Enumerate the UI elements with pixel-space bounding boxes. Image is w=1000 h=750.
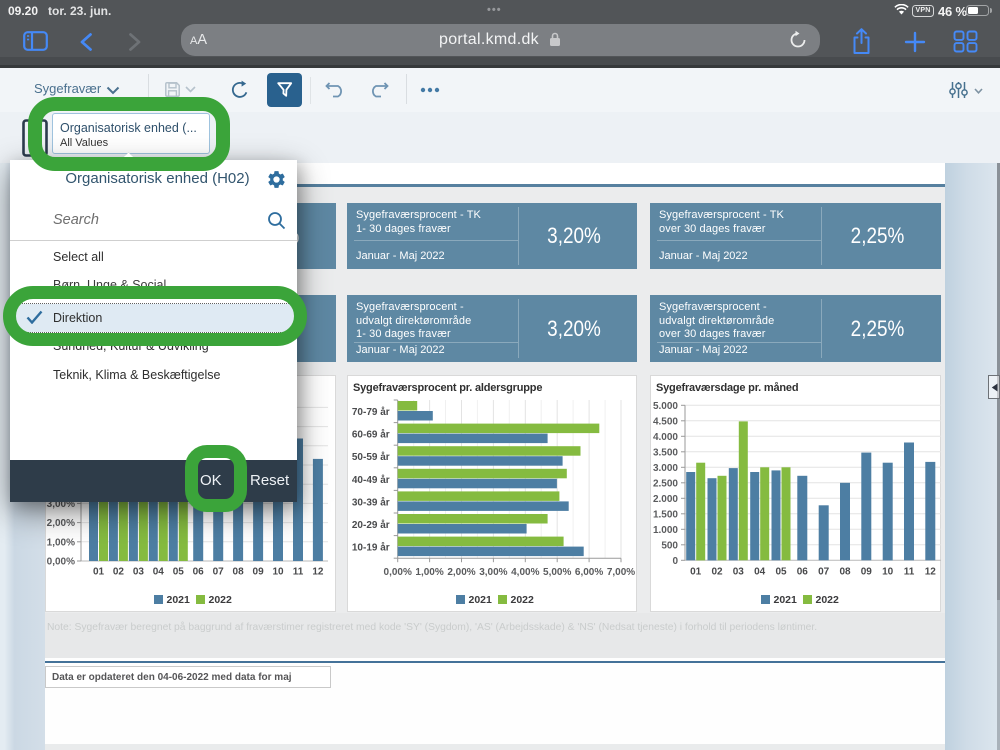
svg-text:0: 0 (672, 556, 678, 567)
svg-text:03: 03 (133, 567, 145, 578)
svg-text:3.500: 3.500 (653, 447, 678, 458)
svg-text:07: 07 (818, 567, 830, 578)
svg-text:06: 06 (797, 567, 809, 578)
svg-text:05: 05 (173, 567, 185, 578)
svg-text:10: 10 (882, 567, 894, 578)
svg-text:2021: 2021 (469, 594, 493, 606)
svg-text:09: 09 (253, 567, 265, 578)
svg-text:0,00%: 0,00% (47, 557, 75, 568)
svg-text:2,00%: 2,00% (447, 567, 475, 578)
svg-text:08: 08 (233, 567, 245, 578)
svg-text:2022: 2022 (209, 594, 233, 606)
svg-text:01: 01 (690, 567, 702, 578)
svg-text:4.500: 4.500 (653, 416, 678, 427)
svg-text:1,00%: 1,00% (47, 537, 75, 548)
svg-text:4.000: 4.000 (653, 432, 678, 443)
svg-text:2021: 2021 (167, 594, 191, 606)
svg-text:02: 02 (113, 567, 125, 578)
svg-text:4,00%: 4,00% (511, 567, 539, 578)
svg-text:2.000: 2.000 (653, 494, 678, 505)
svg-text:2.500: 2.500 (653, 478, 678, 489)
svg-text:10-19 år: 10-19 år (352, 542, 390, 554)
svg-text:04: 04 (754, 567, 766, 578)
svg-text:04: 04 (153, 567, 165, 578)
svg-text:2022: 2022 (816, 594, 840, 606)
svg-text:3.000: 3.000 (653, 463, 678, 474)
svg-text:07: 07 (213, 567, 225, 578)
svg-text:40-49 år: 40-49 år (352, 474, 390, 486)
svg-text:5.000: 5.000 (653, 401, 678, 412)
svg-text:3,00%: 3,00% (47, 499, 75, 510)
svg-text:08: 08 (839, 567, 851, 578)
svg-text:Sygefraværsprocent pr. aldersg: Sygefraværsprocent pr. aldersgruppe (353, 382, 542, 394)
svg-text:01: 01 (93, 567, 105, 578)
svg-text:05: 05 (775, 567, 787, 578)
svg-text:09: 09 (861, 567, 873, 578)
svg-text:11: 11 (904, 567, 915, 578)
svg-text:2021: 2021 (774, 594, 798, 606)
svg-text:70-79 år: 70-79 år (352, 406, 390, 418)
svg-text:0,00%: 0,00% (384, 567, 412, 578)
svg-text:3,00%: 3,00% (479, 567, 507, 578)
svg-text:06: 06 (193, 567, 205, 578)
svg-text:2022: 2022 (511, 594, 535, 606)
svg-text:1,00%: 1,00% (415, 567, 443, 578)
svg-text:02: 02 (711, 567, 723, 578)
svg-text:20-29 år: 20-29 år (352, 519, 390, 531)
svg-text:6,00%: 6,00% (575, 567, 603, 578)
svg-text:10: 10 (272, 567, 284, 578)
svg-text:1.000: 1.000 (653, 525, 678, 536)
svg-text:11: 11 (293, 567, 304, 578)
svg-text:12: 12 (312, 567, 324, 578)
svg-text:03: 03 (733, 567, 745, 578)
svg-text:7,00%: 7,00% (607, 567, 635, 578)
svg-text:12: 12 (925, 567, 937, 578)
svg-text:50-59 år: 50-59 år (352, 451, 390, 463)
svg-text:5,00%: 5,00% (543, 567, 571, 578)
svg-text:1.500: 1.500 (653, 509, 678, 520)
svg-text:30-39 år: 30-39 år (352, 496, 390, 508)
svg-text:Sygefraværsdage pr. måned: Sygefraværsdage pr. måned (656, 382, 798, 394)
svg-text:60-69 år: 60-69 år (352, 429, 390, 441)
svg-text:500: 500 (661, 540, 678, 551)
svg-text:2,00%: 2,00% (47, 518, 75, 529)
